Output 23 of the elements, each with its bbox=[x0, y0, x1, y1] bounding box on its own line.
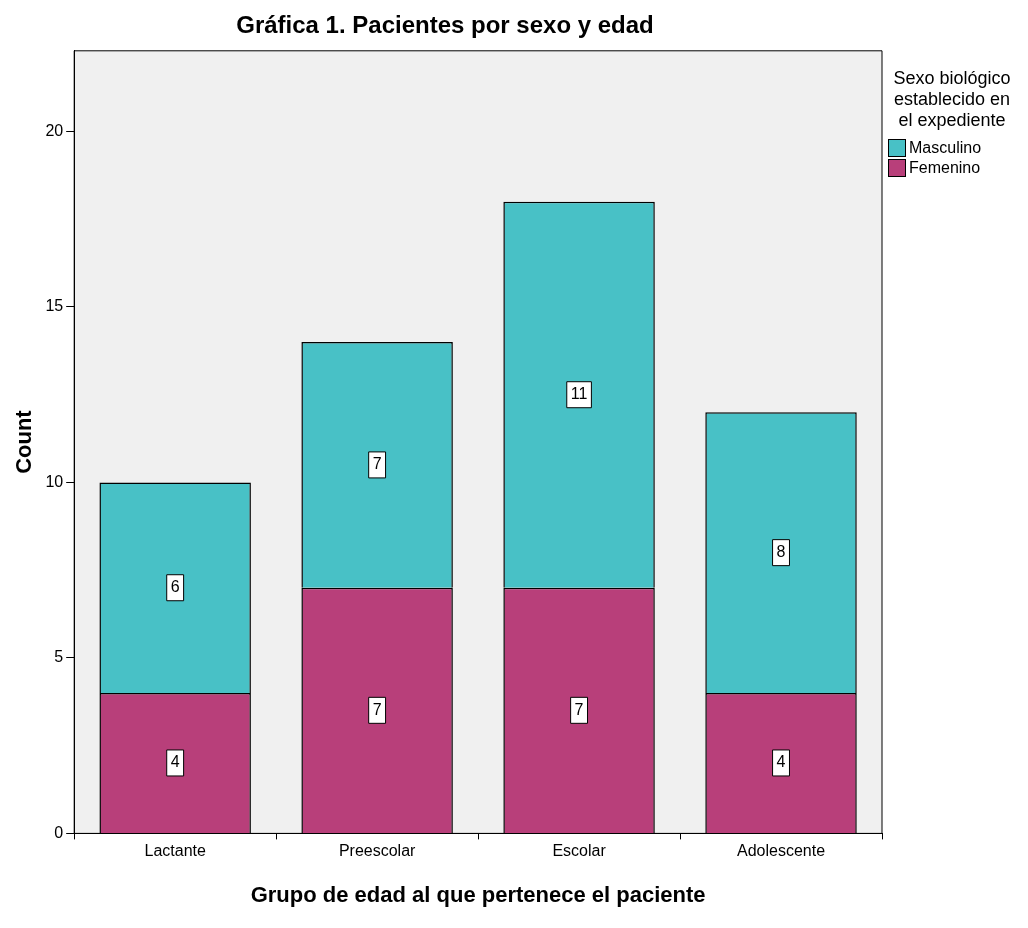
legend-label: Femenino bbox=[909, 159, 981, 177]
y-tick-label: 15 bbox=[45, 297, 64, 315]
x-tick-label: Lactante bbox=[144, 842, 206, 860]
data-label: 11 bbox=[570, 385, 588, 403]
y-tick-label: 10 bbox=[45, 472, 64, 490]
x-tick-label: Adolescente bbox=[736, 842, 826, 860]
x-tick-label: Preescolar bbox=[338, 842, 417, 860]
x-axis-title: Grupo de edad al que pertenece el paciente bbox=[250, 881, 706, 907]
data-label: 7 bbox=[574, 700, 584, 718]
data-label: 7 bbox=[372, 455, 382, 473]
legend-title: Sexo biológico establecido en el expediente bbox=[892, 68, 1012, 131]
data-label: 4 bbox=[170, 753, 180, 771]
data-label: 8 bbox=[776, 543, 786, 561]
data-label: 4 bbox=[776, 753, 786, 771]
data-label: 6 bbox=[170, 578, 180, 596]
legend-label: Masculino bbox=[909, 139, 982, 157]
y-tick-label: 20 bbox=[45, 121, 64, 139]
y-tick-label: 5 bbox=[54, 648, 64, 666]
y-axis-title: Count bbox=[11, 409, 37, 474]
chart-title: Gráfica 1. Pacientes por sexo y edad bbox=[236, 11, 654, 39]
data-label: 7 bbox=[372, 700, 382, 718]
x-tick-label: Escolar bbox=[552, 842, 607, 860]
y-tick-label: 0 bbox=[54, 823, 64, 841]
